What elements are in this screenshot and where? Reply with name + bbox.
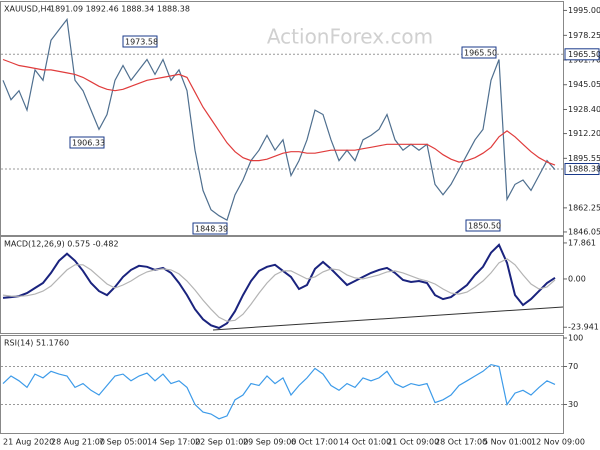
level-label: 1888.38: [568, 164, 600, 173]
x-tick-label: 21 Aug 2020: [3, 438, 54, 447]
y-tick-label: 1995.00: [568, 6, 600, 15]
x-tick-label: 22 Sep 01:00: [195, 438, 248, 447]
y-tick-label: -23.941: [568, 323, 599, 332]
y-tick-label: 70: [568, 362, 578, 371]
annotation: 1906.33: [72, 139, 105, 148]
x-tick-label: 6 Oct 17:00: [291, 438, 338, 447]
x-tick-label: 28 Aug 21:00: [51, 438, 105, 447]
annotation: 1973.58: [125, 38, 158, 47]
annotation: 1850.50: [468, 222, 501, 231]
x-tick-label: 29 Sep 09:00: [243, 438, 296, 447]
series-line: [2, 58, 556, 166]
x-tick-label: 14 Sep 17:00: [147, 438, 200, 447]
watermark: ActionForex.com: [267, 25, 433, 49]
series-line: [2, 363, 556, 420]
x-tick-label: 14 Oct 01:00: [339, 438, 391, 447]
y-tick-label: 1846.05: [568, 227, 600, 236]
annotation-box: [465, 219, 501, 232]
y-tick-label: 1912.20: [568, 129, 600, 138]
level-label-box: [564, 48, 600, 61]
annotation: 1965.50: [464, 49, 497, 58]
level-label-box: [564, 162, 600, 175]
trend-line: [212, 306, 564, 331]
series-line: [2, 17, 556, 221]
y-tick-label: 1928.40: [568, 105, 600, 114]
ohlc-values: 1891.09 1892.46 1888.34 1888.38: [50, 5, 190, 14]
y-tick-label: 1895.55: [568, 154, 600, 163]
x-tick-label: 7 Sep 05:00: [99, 438, 147, 447]
chart-title: XAUUSD,H4: [4, 5, 52, 14]
y-tick-label: 1945.05: [568, 80, 600, 89]
rsi-title: RSI(14) 51.1760: [4, 339, 69, 348]
level-label: 1965.50: [568, 50, 600, 59]
macd-title: MACD(12,26,9) 0.575 -0.482: [4, 240, 119, 249]
annotation-box: [192, 222, 228, 235]
annotation-box: [69, 136, 105, 149]
y-tick-label: 1862.25: [568, 203, 600, 212]
y-tick-label: 1978.25: [568, 31, 600, 40]
macd-panel: [0, 236, 564, 334]
series-line: [2, 258, 556, 322]
y-tick-label: 0.00: [568, 274, 586, 283]
y-tick-label: 100: [568, 334, 583, 343]
rsi-panel: [0, 335, 564, 434]
annotation: 1848.39: [195, 225, 228, 234]
series-line: [2, 243, 556, 330]
y-tick-label: 30: [568, 400, 578, 409]
x-tick-label: 21 Oct 09:00: [387, 438, 439, 447]
x-tick-label: 12 Nov 09:00: [531, 438, 585, 447]
x-tick-label: 28 Oct 17:00: [435, 438, 487, 447]
annotation-box: [122, 35, 158, 48]
x-tick-label: 5 Nov 01:00: [483, 438, 532, 447]
annotation-box: [461, 46, 497, 59]
price-panel: [0, 1, 564, 236]
y-tick-label: 17.861: [568, 238, 596, 247]
